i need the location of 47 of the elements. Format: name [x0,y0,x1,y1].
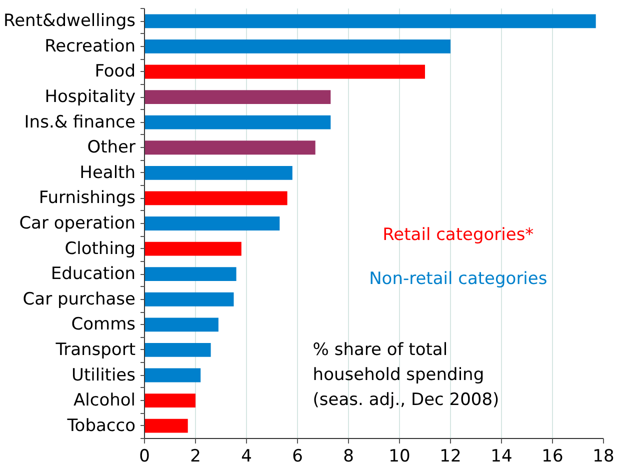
y-tick-label: Car operation [19,214,136,234]
y-tick-label: Tobacco [66,416,136,436]
x-tick-label: 8 [343,446,354,464]
y-tick-label: Furnishings [38,188,136,208]
bar [144,343,211,357]
y-tick-label: Clothing [64,238,136,259]
x-tick-label: 4 [241,446,252,464]
y-tick-label: Transport [54,340,136,360]
bar [144,191,288,206]
bar [144,14,596,28]
bar [144,242,242,256]
bar [144,267,236,282]
x-tick-label: 16 [542,446,564,464]
x-tick-label: 6 [292,446,303,464]
y-tick-label: Other [87,138,136,158]
bar [144,90,331,104]
y-tick-label: Health [80,162,136,183]
bar [144,318,218,332]
y-tick-label: Utilities [72,365,136,386]
y-tick-label: Rent&dwellings [4,11,136,32]
y-tick-label: Alcohol [74,390,136,411]
bar [144,64,425,79]
bar [144,140,316,155]
y-tick-label: Recreation [44,36,136,56]
bar [144,115,331,130]
text: Non-retail categories [369,269,548,290]
y-tick-label: Hospitality [44,87,136,108]
y-tick-label: Ins.& finance [24,112,136,132]
x-tick-label: 2 [190,446,201,464]
bar [144,166,292,180]
y-tick-label: Food [94,62,136,82]
bar [144,418,188,433]
x-tick-label: 14 [490,446,512,464]
y-tick-label: Car purchase [22,289,136,310]
x-tick-label: 12 [440,446,462,464]
x-tick-label: 0 [139,446,150,464]
text: Retail categories* [382,224,534,245]
bar [144,292,234,306]
bar [144,216,280,230]
bar [144,394,196,408]
bar [144,368,201,382]
x-tick-label: 18 [592,446,614,464]
x-tick-label: 10 [388,446,410,464]
y-tick-label: Comms [71,314,136,335]
bar [144,39,450,54]
y-tick-label: Education [50,264,136,284]
annotation: % share of total household spending (seas. adj., Dec 2008) [312,340,500,410]
